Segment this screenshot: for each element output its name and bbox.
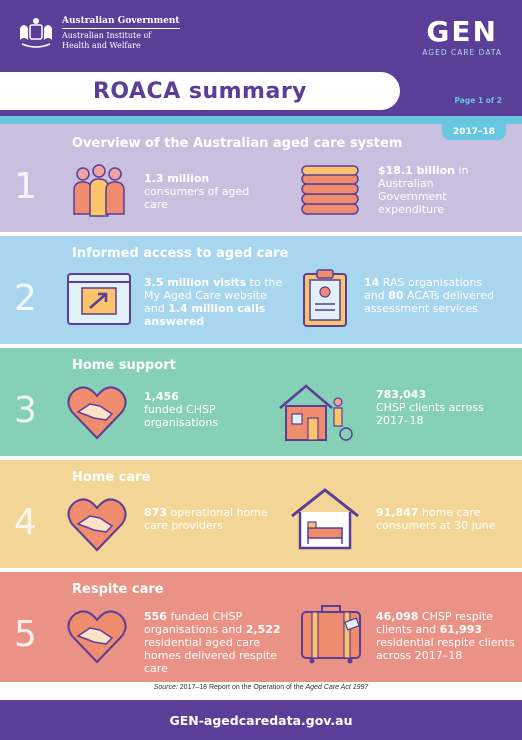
providers-value: 873 [144,506,167,519]
consumers-stat: 1.3 million consumers of aged care [144,172,264,211]
calls-value: 1.4 million calls answered [144,302,266,328]
page-indicator: Page 1 of 2 [454,96,503,105]
chsp-orgs-stat: 1,456 funded CHSP organisations [144,390,264,429]
respite-homes-label: residential aged care homes delivered re… [144,636,277,675]
people-icon [73,164,125,217]
consumers-value: 1.3 million [144,172,210,185]
ras-value: 14 [364,276,380,289]
website-link[interactable]: GEN-agedcaredata.gov.au [169,712,353,728]
source-text: 2017–18 Report on the Operation of the [177,684,306,691]
browser-window-icon [67,273,131,325]
section-title: Respite care [72,582,164,597]
section-home-support: Home support 3 1,456 funded CHSP organis… [0,348,522,456]
source-label: Source: [153,684,178,691]
section-title: Home support [72,358,176,373]
source-act: Aged Care Act 1997 [305,684,369,691]
section-number: 4 [14,502,37,543]
ras-label: RAS organisations and [364,276,483,302]
page-title: ROACA summary [92,78,308,104]
home-care-consumers-value: 91,847 [376,506,419,519]
suitcase-icon [301,605,361,664]
chsp-orgs-label: funded CHSP organisations [144,403,219,429]
respite-residential-value: 61,993 [439,623,483,636]
section-title: Overview of the Australian aged care sys… [72,136,403,151]
gen-logo-subtitle: AGED CARE DATA [422,48,502,57]
expenditure-stat: $18.1 billion in Australian Government e… [378,164,498,216]
section-number: 1 [14,166,37,207]
respite-chsp-clients-value: 46,098 [376,610,419,623]
acat-label: ACATs delivered assessment services [364,289,494,315]
chsp-clients-label: CHSP clients across 2017–18 [376,401,484,427]
year-badge: 2017–18 [442,124,506,140]
source-note: Source: 2017–18 Report on the Operation … [0,684,522,691]
institute-line-1: Australian Institute of [62,31,152,40]
heart-handshake-icon [67,610,127,664]
house-with-person-icon [279,384,353,441]
chsp-orgs-value: 1,456 [144,390,179,403]
consumers-label: consumers of aged care [144,185,250,211]
home-care-providers-stat: 873 operational home care providers [144,506,274,532]
section-title: Informed access to aged care [72,246,289,261]
home-care-consumers-stat: 91,847 home care consumers at 30 june [376,506,506,532]
section-respite-care: Respite care 5 556 funded CHSP organisat… [0,572,522,682]
acat-value: 80 [388,289,404,302]
clipboard-icon [303,269,347,327]
chsp-clients-stat: 783,043 CHSP clients across 2017–18 [376,388,496,427]
section-informed-access: Informed access to aged care 2 3.5 milli… [0,236,522,344]
providers-label: operational home care providers [144,506,268,532]
respite-chsp-clients-label: CHSP respite clients and [376,610,493,636]
year-strip [0,116,522,124]
footer: GEN-agedcaredata.gov.au [0,700,522,740]
visits-label: to the My Aged Care website and [144,276,283,315]
section-overview: Overview of the Australian aged care sys… [0,124,522,232]
government-logo: Australian Government Australian Institu… [16,16,180,51]
section-number: 5 [14,614,37,655]
institute-line-2: Health and Welfare [62,41,141,50]
respite-clients-stat: 46,098 CHSP respite clients and 61,993 r… [376,610,516,662]
section-title: Home care [72,470,151,485]
gen-logo-word: GEN [426,15,498,48]
house-with-bed-icon [291,488,359,550]
heart-handshake-icon [67,498,127,552]
gen-logo: GEN AGED CARE DATA [422,15,502,58]
home-care-consumers-label: home care consumers at 30 june [376,506,496,532]
visits-value: 3.5 million visits [144,276,247,289]
respite-chsp-label: funded CHSP organisations and [144,610,246,636]
section-number: 2 [14,278,37,319]
assessment-stat: 14 RAS organisations and 80 ACATs delive… [364,276,504,315]
respite-residential-label: residential respite clients across 2017–… [376,636,515,662]
chsp-clients-value: 783,043 [376,388,427,401]
gov-name: Australian Government [62,16,180,29]
header: Australian Government Australian Institu… [0,0,522,116]
website-stat: 3.5 million visits to the My Aged Care w… [144,276,284,328]
section-home-care: Home care 4 873 operational home care pr… [0,460,522,568]
coat-of-arms-icon [20,18,52,48]
expenditure-label: in Australian Government expenditure [378,164,469,216]
section-number: 3 [14,390,37,431]
title-bar: ROACA summary [0,72,400,110]
heart-handshake-icon [67,386,127,440]
respite-providers-stat: 556 funded CHSP organisations and 2,522 … [144,610,294,675]
respite-homes-value: 2,522 [245,623,281,636]
coins-icon [301,165,359,215]
expenditure-value: $18.1 billion [378,164,455,177]
respite-chsp-value: 556 [144,610,167,623]
